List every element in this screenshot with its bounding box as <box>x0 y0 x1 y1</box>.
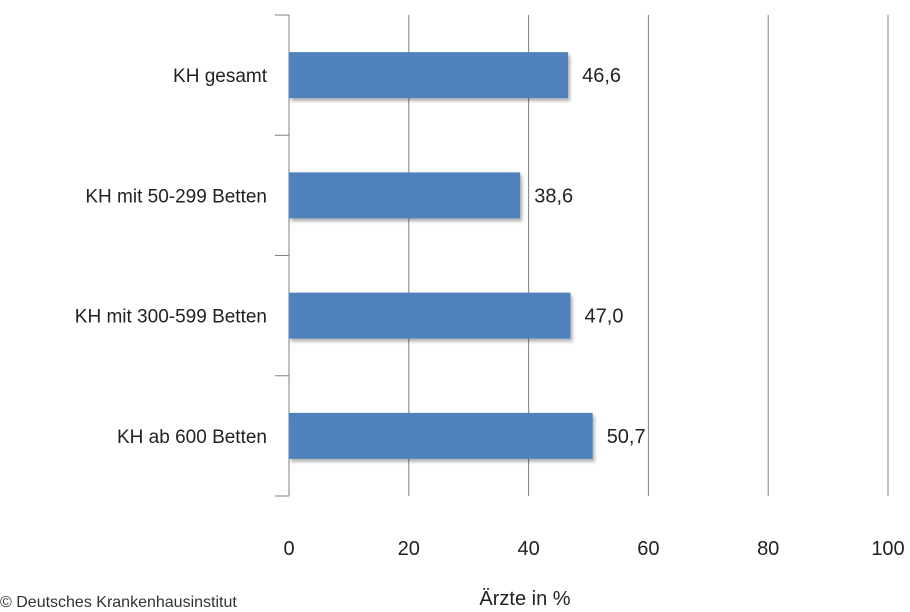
x-tick-label: 60 <box>637 538 659 560</box>
x-tick-label: 0 <box>283 538 294 560</box>
category-label: KH mit 300-599 Betten <box>75 307 267 328</box>
bar-4 <box>289 412 593 459</box>
data-label: 50,7 <box>607 426 646 448</box>
data-label: 38,6 <box>534 185 573 207</box>
x-tick-labels: 0 20 40 60 80 100 <box>283 538 904 560</box>
source-note: © Deutsches Krankenhausinstitut <box>0 594 237 611</box>
x-tick-label: 40 <box>517 538 539 560</box>
x-tick-label: 20 <box>398 538 420 560</box>
bar-3 <box>289 292 571 339</box>
bar-1 <box>289 52 569 99</box>
value-labels: 46,6 38,6 47,0 50,7 <box>534 65 645 448</box>
data-label: 47,0 <box>585 306 624 328</box>
category-labels: KH gesamt KH mit 50-299 Betten KH mit 300-… <box>75 66 268 448</box>
category-label: KH ab 600 Betten <box>117 427 267 448</box>
y-axis <box>275 14 290 497</box>
bar-2 <box>289 172 521 219</box>
x-axis-title: Ärzte in % <box>479 588 570 610</box>
category-label: KH gesamt <box>173 66 268 87</box>
x-tick-label: 80 <box>757 538 779 560</box>
category-label: KH mit 50-299 Betten <box>85 186 267 207</box>
bars <box>289 52 593 459</box>
x-tick-label: 100 <box>871 538 904 560</box>
data-label: 46,6 <box>582 65 621 87</box>
